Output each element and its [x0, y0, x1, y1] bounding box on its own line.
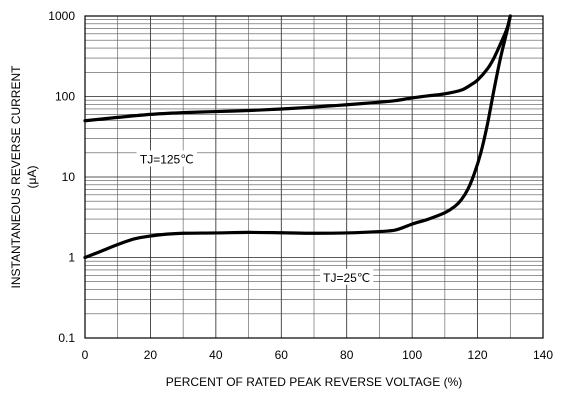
series-line-tj125: [83, 14, 512, 123]
x-tick-label: 20: [144, 348, 158, 362]
y-tick-label: 1: [68, 251, 75, 265]
grid: [85, 16, 543, 338]
annotation-bg: [136, 150, 197, 167]
x-tick-label: 60: [275, 348, 289, 362]
x-tick-label: 80: [340, 348, 354, 362]
curves: [83, 14, 512, 260]
tick-labels: 0 20 40 60 80 100 120 140 0.1 1 10 100 1000: [48, 9, 553, 362]
plot-frame: [84, 15, 544, 339]
x-tick-label: 120: [468, 348, 488, 362]
y-tick-label: 1000: [48, 9, 75, 23]
y-tick-label: 10: [62, 170, 76, 184]
annotation-bg: [320, 268, 374, 285]
y-tick-label: 0.1: [58, 331, 75, 345]
annotations: TJ=125℃ TJ=25℃: [136, 150, 374, 285]
y-axis-label: INSTANTANEOUS REVERSE CURRENT: [9, 65, 23, 289]
y-axis-unit: (μA): [25, 166, 39, 189]
x-tick-label: 140: [533, 348, 553, 362]
x-tick-label: 40: [209, 348, 223, 362]
series-annotation-tj125: TJ=125℃: [140, 152, 194, 166]
series-line-tj25: [83, 14, 512, 260]
x-axis-label: PERCENT OF RATED PEAK REVERSE VOLTAGE (%…: [166, 375, 463, 389]
y-tick-label: 100: [55, 90, 75, 104]
series-annotation-tj25: TJ=25℃: [323, 271, 370, 285]
x-tick-label: 100: [402, 348, 422, 362]
x-tick-label: 0: [82, 348, 89, 362]
